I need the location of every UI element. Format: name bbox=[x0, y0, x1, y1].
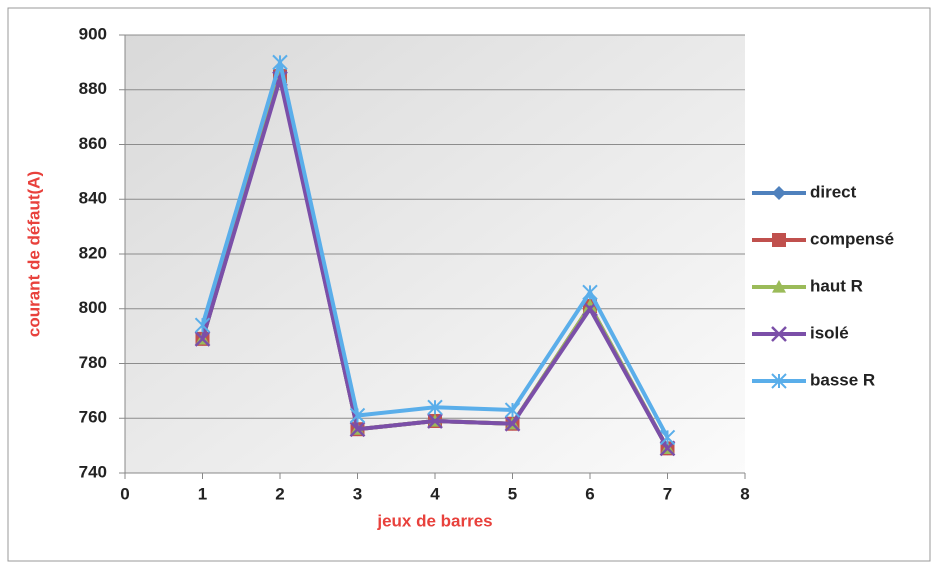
marker bbox=[772, 280, 786, 293]
marker bbox=[582, 284, 598, 301]
marker bbox=[771, 373, 787, 389]
y-tick-label: 900 bbox=[79, 24, 107, 43]
marker bbox=[771, 326, 787, 342]
y-tick-label: 860 bbox=[79, 134, 107, 153]
legend-label: isolé bbox=[810, 323, 849, 342]
marker bbox=[427, 399, 443, 416]
legend-label: direct bbox=[810, 182, 857, 201]
x-tick-label: 1 bbox=[198, 484, 207, 503]
marker bbox=[772, 186, 786, 200]
x-tick-label: 0 bbox=[120, 484, 129, 503]
y-tick-label: 740 bbox=[79, 462, 107, 481]
y-axis-title: courant de défaut(A) bbox=[24, 171, 43, 337]
marker bbox=[349, 407, 366, 424]
x-tick-label: 3 bbox=[353, 484, 362, 503]
legend-label: haut R bbox=[810, 276, 863, 295]
marker bbox=[194, 317, 211, 333]
marker bbox=[504, 402, 521, 418]
y-tick-label: 820 bbox=[79, 243, 107, 262]
y-tick-label: 760 bbox=[79, 408, 107, 427]
x-tick-label: 5 bbox=[508, 484, 517, 503]
y-tick-label: 800 bbox=[79, 298, 107, 317]
marker bbox=[504, 415, 521, 432]
x-axis-title: jeux de barres bbox=[376, 511, 492, 530]
marker bbox=[772, 233, 786, 247]
marker bbox=[659, 429, 676, 446]
x-tick-label: 7 bbox=[663, 484, 672, 503]
marker bbox=[659, 440, 676, 457]
y-tick-label: 840 bbox=[79, 189, 107, 208]
y-tick-label: 880 bbox=[79, 79, 107, 98]
y-tick-label: 780 bbox=[79, 353, 107, 372]
x-tick-label: 6 bbox=[585, 484, 594, 503]
marker bbox=[194, 330, 211, 347]
legend-label: basse R bbox=[810, 370, 875, 389]
legend-label: compensé bbox=[810, 229, 894, 248]
marker bbox=[349, 421, 366, 438]
x-tick-label: 4 bbox=[430, 484, 440, 503]
x-tick-label: 8 bbox=[740, 484, 749, 503]
x-tick-label: 2 bbox=[275, 484, 284, 503]
marker bbox=[272, 54, 288, 71]
marker bbox=[427, 413, 443, 429]
